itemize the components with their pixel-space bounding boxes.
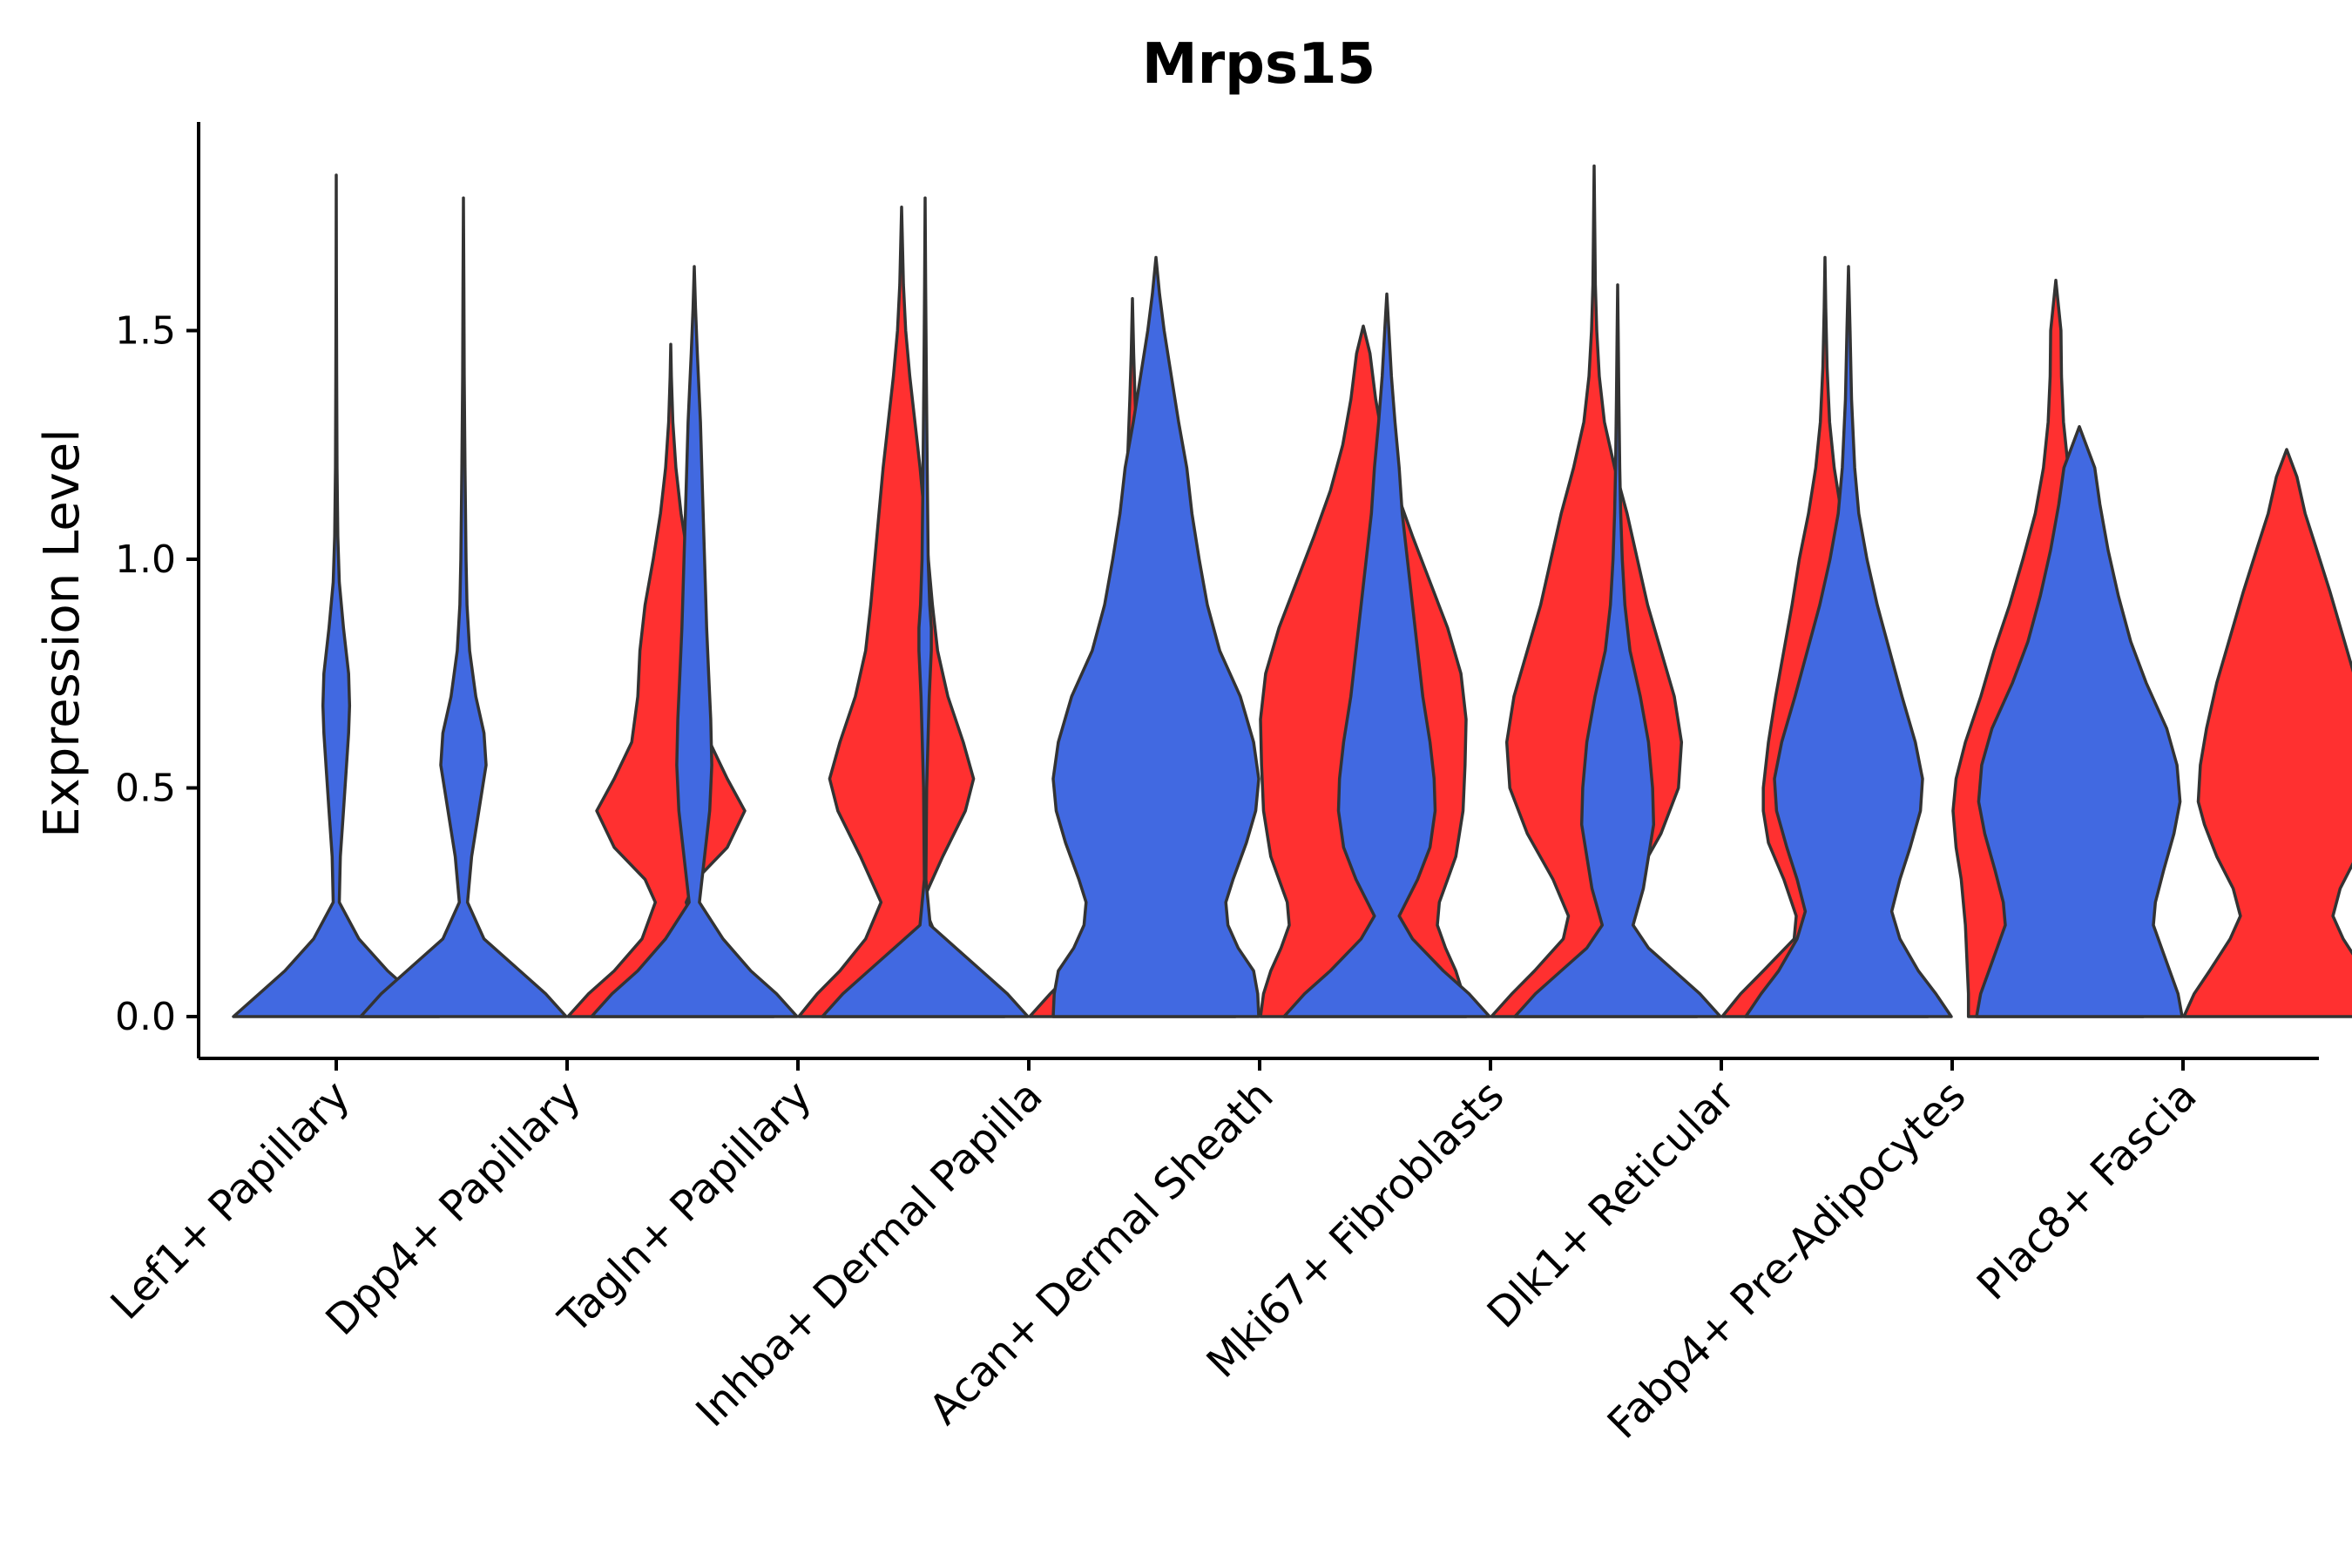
violin-dlk1-reticular-g0 (1513, 283, 1722, 1018)
x-tick-label: Dpp4+ Papillary (316, 1071, 590, 1345)
y-tick-label: 1.0 (115, 537, 176, 582)
violin-dpp4-papillary-g1 (566, 342, 775, 1018)
violin-lef1-papillary-g0 (232, 173, 441, 1018)
x-tick-label: Tagln+ Papillary (549, 1071, 821, 1343)
violin-plac8-fascia-g1 (2182, 448, 2352, 1018)
violin-dpp4-papillary-g0 (359, 196, 568, 1018)
violin-fabp4-pre-adipocytes-g0 (1744, 265, 1953, 1018)
x-tick-label: Lef1+ Papillary (102, 1071, 360, 1329)
violin-tagln-papillary-g1 (797, 206, 1006, 1018)
x-tick-label: Dlk1+ Reticular (1478, 1071, 1745, 1338)
x-tick-label: Plac8+ Fascia (1968, 1071, 2207, 1310)
y-tick-label: 1.5 (115, 309, 176, 354)
violin-plac8-fascia-g0 (1975, 425, 2184, 1018)
violin-mki67-fibroblasts-g0 (1282, 292, 1491, 1018)
y-tick-label: 0.5 (115, 767, 176, 811)
y-tick-label: 0.0 (115, 995, 176, 1039)
violin-inhba-dermal-papilla-g0 (821, 196, 1030, 1018)
y-axis-label: Expression Level (34, 429, 91, 838)
y-ticks: 0.0 0.5 1.0 1.5 (115, 309, 199, 1039)
violin-acan-dermal-sheath-g0 (1051, 255, 1260, 1018)
violin-tagln-papillary-g0 (590, 265, 799, 1018)
chart-title: Mrps15 (1142, 32, 1375, 97)
violin-layer (232, 164, 2352, 1018)
